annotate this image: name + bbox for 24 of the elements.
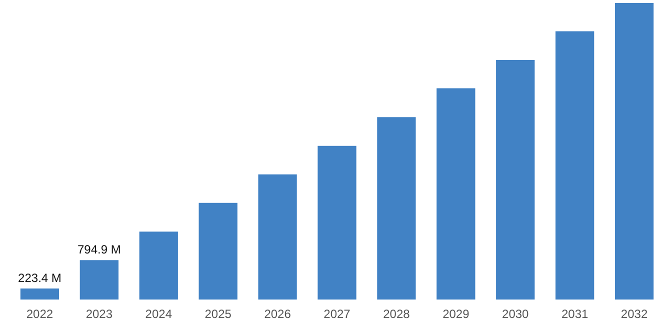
x-tick-label: 2028 bbox=[383, 307, 410, 322]
x-tick-label: 2029 bbox=[442, 307, 470, 322]
x-tick-label: 2032 bbox=[620, 307, 648, 322]
x-tick-label: 2022 bbox=[26, 307, 54, 322]
data-label: 794.9 M bbox=[78, 242, 121, 256]
x-tick-label: 2031 bbox=[561, 307, 588, 322]
bar bbox=[496, 60, 535, 300]
bar bbox=[80, 260, 119, 300]
x-tick-label: 2026 bbox=[264, 307, 292, 322]
bar bbox=[20, 288, 60, 300]
x-tick-label: 2023 bbox=[86, 307, 113, 322]
bar bbox=[614, 3, 654, 300]
bar bbox=[139, 232, 178, 300]
bar bbox=[258, 174, 297, 300]
x-tick-label: 2027 bbox=[324, 307, 351, 322]
x-tick-label: 2024 bbox=[145, 307, 172, 322]
bar bbox=[318, 146, 356, 300]
x-tick-label: 2030 bbox=[502, 307, 530, 322]
bar bbox=[377, 117, 416, 300]
bar bbox=[436, 88, 476, 300]
bar bbox=[555, 31, 594, 300]
data-label: 223.4 M bbox=[18, 270, 62, 285]
bar bbox=[198, 202, 238, 300]
x-tick-label: 2025 bbox=[204, 307, 232, 322]
